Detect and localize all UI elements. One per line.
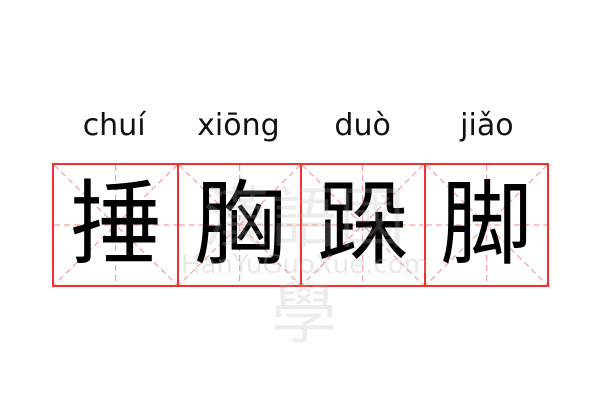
guide-line xyxy=(54,165,178,285)
character-grid: 捶 胸 跺 脚 xyxy=(52,163,549,287)
character-4: 脚 xyxy=(440,171,533,278)
character-cell: 跺 xyxy=(300,165,424,285)
character-1: 捶 xyxy=(69,171,162,278)
pinyin-4: jiǎo xyxy=(460,108,514,143)
character-cell: 捶 xyxy=(54,165,178,285)
pinyin-row: chuí xiōng duò jiǎo xyxy=(52,104,549,148)
pinyin-2: xiōng xyxy=(197,108,280,143)
character-3: 跺 xyxy=(317,171,410,278)
guide-lines xyxy=(425,165,547,285)
character-2: 胸 xyxy=(193,171,286,278)
guide-line xyxy=(425,165,547,285)
guide-line xyxy=(302,165,424,285)
guide-lines xyxy=(54,165,178,285)
guide-line xyxy=(425,165,547,285)
guide-line xyxy=(302,165,424,285)
guide-line xyxy=(179,165,301,285)
guide-lines xyxy=(179,165,301,285)
pinyin-3: duò xyxy=(334,108,391,143)
character-cell: 胸 xyxy=(177,165,301,285)
guide-line xyxy=(179,165,301,285)
pinyin-1: chuí xyxy=(82,108,146,143)
character-cell: 脚 xyxy=(423,165,547,285)
guide-line xyxy=(54,165,178,285)
guide-lines xyxy=(302,165,424,285)
